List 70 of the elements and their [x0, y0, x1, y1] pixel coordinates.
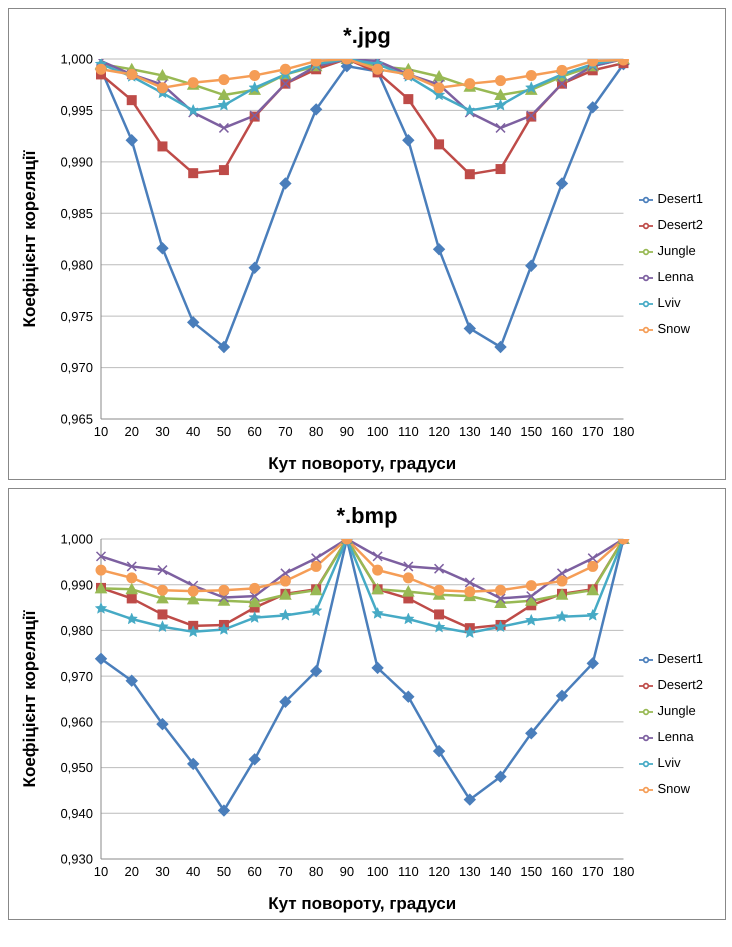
legend-label: Lenna [657, 729, 694, 744]
legend-label: Desert1 [657, 651, 703, 666]
chart-title: *.jpg [342, 22, 392, 49]
x-tick-label: 50 [216, 864, 232, 880]
x-tick-label: 50 [216, 424, 232, 440]
y-axis-title: Коефіцієнт кореляції [20, 609, 40, 788]
x-tick-label: 20 [124, 424, 139, 440]
y-tick-label: 0,990 [60, 577, 93, 592]
legend-label: Desert2 [657, 217, 703, 232]
x-tick-label: 20 [124, 864, 139, 880]
y-tick-label: 0,980 [60, 623, 93, 638]
x-tick-label: 80 [308, 864, 324, 880]
x-tick-label: 70 [278, 424, 293, 440]
y-tick-label: 0,970 [60, 668, 93, 684]
x-tick-label: 100 [366, 424, 388, 440]
x-tick-label: 110 [398, 424, 419, 440]
x-tick-label: 170 [582, 864, 604, 880]
y-tick-label: 0,995 [60, 103, 93, 118]
x-tick-label: 60 [247, 864, 262, 880]
x-tick-label: 130 [458, 864, 481, 880]
y-tick-label: 0,990 [60, 154, 93, 170]
x-tick-label: 90 [340, 424, 354, 440]
x-tick-label: 150 [520, 864, 542, 880]
x-tick-label: 140 [490, 424, 512, 440]
x-tick-label: 130 [458, 424, 481, 440]
x-tick-label: 140 [490, 864, 512, 880]
x-tick-label: 160 [551, 424, 573, 440]
x-axis-title: Кут повороту, градуси [268, 894, 456, 913]
y-tick-label: 0,960 [60, 714, 93, 730]
x-tick-label: 180 [612, 424, 634, 440]
x-tick-label: 180 [612, 864, 634, 880]
x-tick-label: 10 [94, 424, 108, 440]
x-tick-label: 170 [582, 424, 604, 440]
x-axis-title: Кут повороту, градуси [268, 454, 456, 473]
x-tick-label: 120 [428, 864, 450, 880]
legend-label: Snow [657, 321, 690, 336]
y-tick-label: 0,970 [60, 360, 93, 376]
y-tick-label: 0,950 [60, 760, 93, 776]
y-axis-title: Коефіцієнт кореляції [20, 149, 40, 328]
y-tick-label: 0,975 [60, 308, 93, 324]
x-tick-label: 30 [155, 424, 170, 440]
y-tick-label: 0,985 [60, 206, 93, 221]
y-tick-label: 1,000 [60, 532, 93, 547]
chart-title: *.bmp [335, 502, 399, 529]
x-tick-label: 100 [366, 864, 388, 880]
x-tick-label: 30 [155, 864, 170, 880]
legend-label: Lenna [657, 269, 694, 284]
legend-label: Jungle [657, 703, 696, 718]
legend-label: Lviv [657, 295, 681, 310]
y-tick-label: 0,980 [60, 257, 93, 272]
legend-label: Snow [657, 781, 690, 796]
x-tick-label: 80 [308, 424, 324, 440]
x-tick-label: 110 [398, 864, 419, 880]
y-tick-label: 0,965 [60, 412, 93, 427]
x-tick-label: 40 [186, 864, 200, 880]
x-tick-label: 40 [186, 424, 200, 440]
legend-label: Desert1 [657, 191, 703, 206]
legend-label: Lviv [657, 755, 681, 770]
y-tick-label: 1,000 [60, 52, 93, 67]
y-tick-label: 0,930 [60, 852, 93, 867]
x-tick-label: 120 [428, 424, 450, 440]
x-tick-label: 10 [94, 864, 108, 880]
x-tick-label: 150 [520, 424, 542, 440]
y-tick-label: 0,940 [60, 806, 93, 821]
x-tick-label: 70 [278, 864, 293, 880]
legend-label: Jungle [657, 243, 696, 258]
x-tick-label: 90 [340, 864, 354, 880]
legend-label: Desert2 [657, 677, 703, 692]
x-tick-label: 60 [247, 424, 262, 440]
x-tick-label: 160 [551, 864, 573, 880]
